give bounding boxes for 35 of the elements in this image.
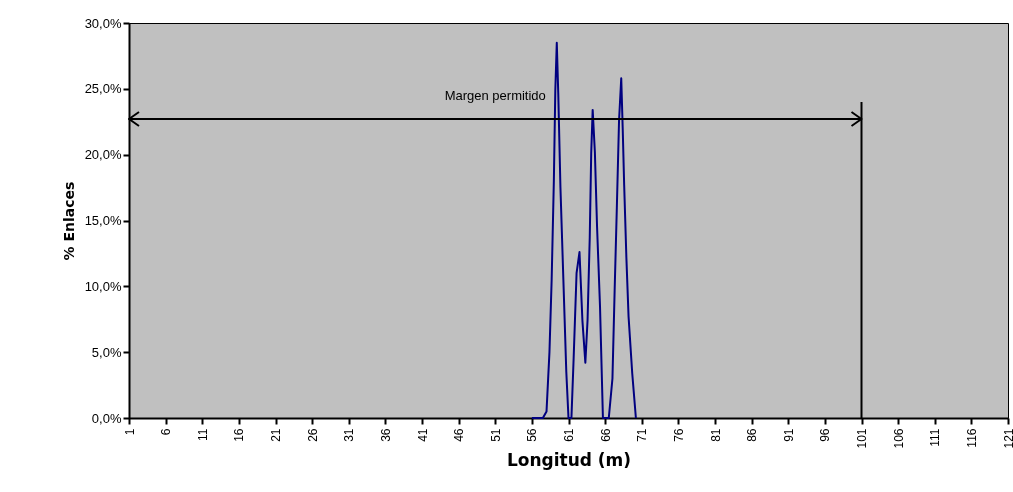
y-tick-label: 10,0% xyxy=(84,278,122,294)
x-tick-label: 26 xyxy=(305,428,320,442)
y-tick-label: 15,0% xyxy=(84,213,122,228)
y-axis-title: % Enlaces xyxy=(60,181,77,261)
x-tick-label: 116 xyxy=(964,428,979,448)
x-tick-label: 81 xyxy=(708,428,723,442)
x-axis-title: Longitud (m) xyxy=(506,449,632,470)
ref-line-label: Margen permitido xyxy=(444,88,546,104)
y-tick-label: 0,0% xyxy=(91,410,122,426)
x-tick-label: 101 xyxy=(855,428,869,449)
y-tick-label: 20,0% xyxy=(84,147,122,163)
y-tick-label: 30,0% xyxy=(84,15,122,31)
x-tick-label: 76 xyxy=(671,428,686,442)
x-tick-label: 56 xyxy=(525,428,540,442)
x-tick-label: 31 xyxy=(342,428,357,442)
x-tick-label: 111 xyxy=(928,428,943,447)
x-tick-label: 86 xyxy=(745,428,760,442)
x-tick-label: 6 xyxy=(159,428,174,436)
y-tick-label: 25,0% xyxy=(84,81,122,97)
x-tick-label: 46 xyxy=(452,428,467,442)
x-tick-label: 61 xyxy=(562,428,576,442)
x-tick-label: 21 xyxy=(269,428,283,442)
x-tick-label: 16 xyxy=(232,428,247,442)
x-tick-label: 36 xyxy=(378,428,393,442)
x-tick-label: 121 xyxy=(1001,428,1013,449)
y-tick-label: 5,0% xyxy=(91,344,122,360)
x-tick-label: 1 xyxy=(122,428,137,436)
x-tick-label: 51 xyxy=(488,428,503,442)
x-tick-label: 106 xyxy=(891,428,906,449)
x-tick-label: 41 xyxy=(415,428,430,442)
x-tick-label: 96 xyxy=(818,428,833,442)
x-tick-label: 11 xyxy=(195,428,210,441)
x-tick-label: 91 xyxy=(781,428,796,442)
x-tick-label: 71 xyxy=(635,428,650,442)
x-tick-label: 66 xyxy=(598,428,613,442)
